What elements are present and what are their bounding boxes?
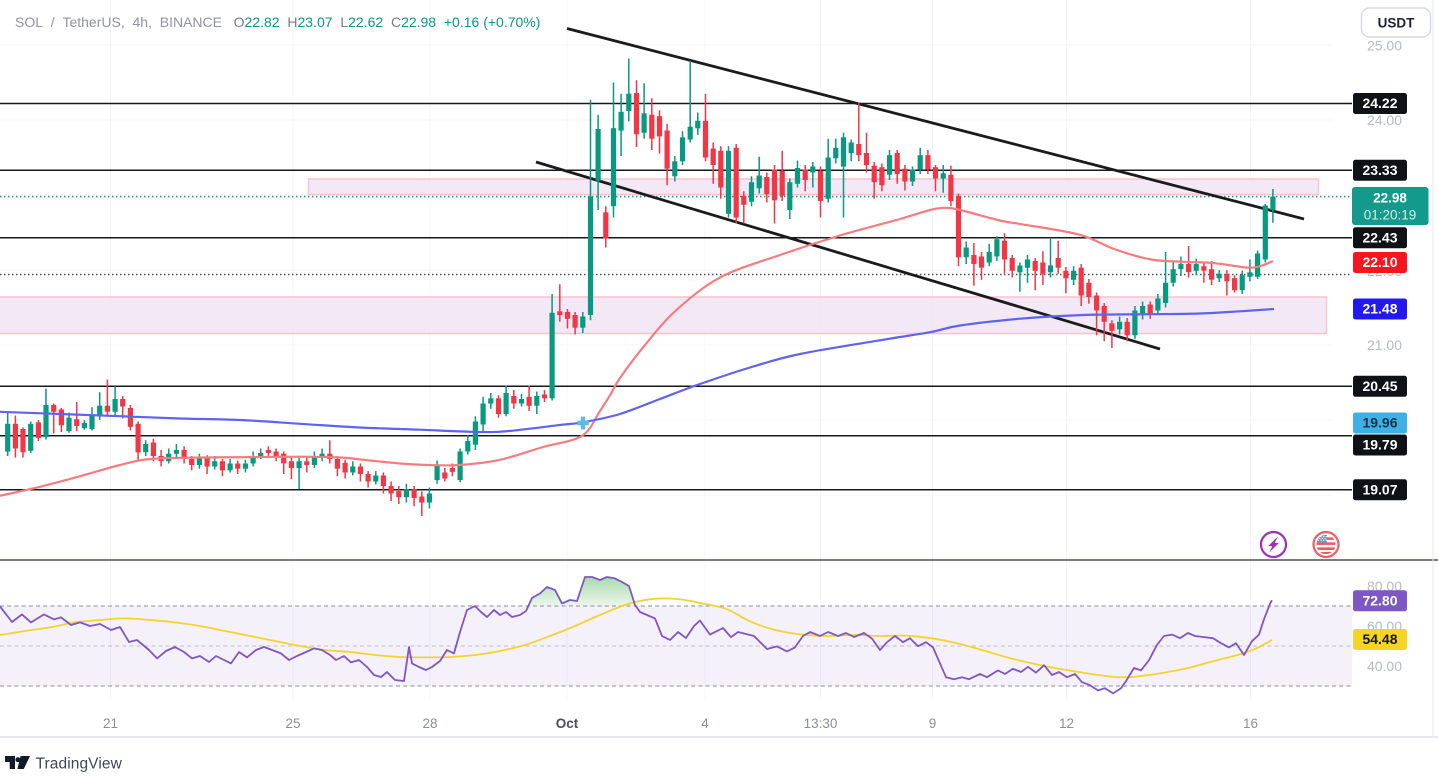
svg-text:22.10: 22.10 (1362, 254, 1397, 270)
svg-text:21.48: 21.48 (1362, 301, 1397, 317)
svg-text:22.43: 22.43 (1362, 230, 1397, 246)
svg-text:16: 16 (1243, 716, 1258, 731)
svg-text:21: 21 (103, 716, 118, 731)
svg-text:80.00: 80.00 (1367, 578, 1402, 594)
svg-text:72.80: 72.80 (1362, 593, 1397, 609)
svg-text:USDT: USDT (1378, 16, 1416, 31)
svg-text:TradingView: TradingView (36, 756, 123, 773)
svg-text:24.00: 24.00 (1367, 112, 1402, 128)
svg-text:4: 4 (701, 716, 709, 731)
svg-text:21.00: 21.00 (1367, 337, 1402, 353)
svg-text:SOL / TetherUS, 4h, BINANC: SOL / TetherUS, 4h, BINANCE O22.82 H23.0… (15, 14, 540, 30)
svg-text:54.48: 54.48 (1362, 631, 1397, 647)
svg-text:23.33: 23.33 (1362, 162, 1397, 178)
svg-text:01:20:19: 01:20:19 (1364, 208, 1417, 223)
svg-text:25: 25 (285, 716, 300, 731)
svg-text:28: 28 (422, 716, 437, 731)
svg-text:40.00: 40.00 (1367, 658, 1402, 674)
svg-text:12: 12 (1059, 716, 1074, 731)
svg-text:19.07: 19.07 (1362, 481, 1397, 497)
svg-text:22.98: 22.98 (1373, 191, 1407, 206)
svg-text:19.96: 19.96 (1362, 415, 1397, 431)
svg-text:20.45: 20.45 (1362, 378, 1397, 394)
svg-text:24.22: 24.22 (1362, 95, 1397, 111)
svg-text:13:30: 13:30 (804, 716, 838, 731)
svg-text:Oct: Oct (556, 716, 579, 731)
svg-text:25.00: 25.00 (1367, 38, 1402, 54)
svg-text:9: 9 (929, 716, 937, 731)
svg-text:19.79: 19.79 (1362, 437, 1397, 453)
